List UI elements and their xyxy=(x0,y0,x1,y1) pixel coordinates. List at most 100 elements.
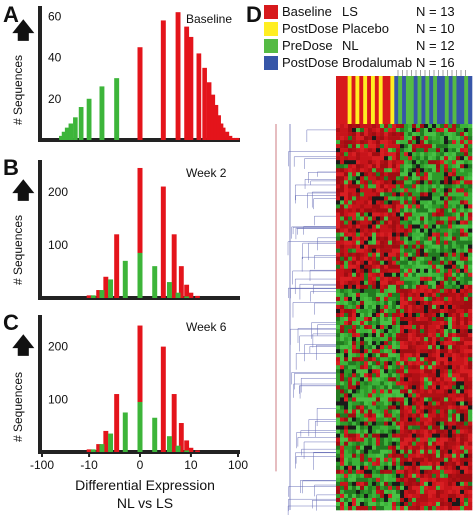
bar xyxy=(137,325,143,452)
bar xyxy=(219,123,224,140)
bar xyxy=(184,450,190,452)
bar xyxy=(99,444,105,452)
legend-group: Baseline xyxy=(282,4,332,19)
legend-group: PreDose xyxy=(282,38,333,53)
chart-title-week6: Week 6 xyxy=(186,320,227,334)
legend-treatment: Placebo xyxy=(342,21,389,36)
bar xyxy=(166,282,172,298)
bar xyxy=(114,234,120,298)
y-tick-label: 200 xyxy=(48,185,68,199)
y-tick-label: 20 xyxy=(48,92,62,106)
y-tick-label: 40 xyxy=(48,51,62,65)
bar xyxy=(184,284,190,298)
bar xyxy=(114,78,120,140)
bar xyxy=(216,115,221,140)
bar xyxy=(78,107,84,140)
bar xyxy=(225,131,230,140)
legend-treatment: LS xyxy=(342,4,358,19)
panel-label-d: D xyxy=(246,2,262,27)
x-tick-label: 100 xyxy=(228,458,248,472)
chart-title-week2: Week 2 xyxy=(186,166,227,180)
bar xyxy=(188,292,194,298)
bar xyxy=(96,290,102,298)
up-arrow-icon: 🡅 xyxy=(12,18,35,43)
bar xyxy=(196,53,202,140)
bar xyxy=(73,117,78,140)
bar xyxy=(99,86,105,140)
bar xyxy=(184,26,190,140)
panel-label-b: B xyxy=(3,155,19,180)
bar xyxy=(99,290,105,298)
bar xyxy=(231,137,236,140)
bar xyxy=(160,186,166,298)
x-axis-title-line1: Differential Expression xyxy=(75,477,215,493)
bar xyxy=(236,137,240,140)
bar xyxy=(178,423,184,452)
legend-group: PostDose xyxy=(282,55,339,70)
y-tick-label: 100 xyxy=(48,392,68,406)
bar xyxy=(96,444,102,452)
bar xyxy=(171,234,177,298)
bar xyxy=(61,131,67,140)
bar xyxy=(188,447,194,452)
bar xyxy=(86,449,92,452)
legend-treatment: Brodalumab xyxy=(342,55,413,70)
bar xyxy=(86,295,92,298)
bar xyxy=(184,296,190,298)
legend-treatment: NL xyxy=(342,38,359,53)
bar xyxy=(114,394,120,452)
bar xyxy=(195,295,200,298)
legend-swatch xyxy=(264,56,278,70)
bar xyxy=(108,433,114,452)
y-tick-label: 100 xyxy=(48,238,68,252)
bar xyxy=(175,12,181,140)
bar xyxy=(68,123,74,140)
bar xyxy=(171,394,177,452)
x-tick-label: -10 xyxy=(80,458,98,472)
legend-count: N = 16 xyxy=(416,55,455,70)
up-arrow-icon: 🡅 xyxy=(12,333,35,358)
x-tick-label: 0 xyxy=(137,458,144,472)
bar xyxy=(137,401,143,452)
bar xyxy=(103,276,109,298)
bar xyxy=(160,20,166,140)
panel-label-a: A xyxy=(3,2,19,27)
bar xyxy=(188,36,194,140)
y-tick-label: 200 xyxy=(48,340,68,354)
up-arrow-icon: 🡅 xyxy=(12,178,35,203)
bar xyxy=(213,104,219,140)
histogram-0: 20 40 60 xyxy=(38,6,240,142)
bar xyxy=(184,440,190,452)
bar xyxy=(221,127,226,140)
legend-count: N = 12 xyxy=(416,38,455,53)
legend-group: PostDose xyxy=(282,21,339,36)
bar xyxy=(152,266,158,298)
bar xyxy=(228,135,233,140)
bar xyxy=(86,98,92,140)
histogram-1: 100 200 xyxy=(38,160,240,300)
bar xyxy=(64,127,70,140)
bar xyxy=(59,135,64,140)
legend-swatch xyxy=(264,39,278,53)
legend-count: N = 13 xyxy=(416,4,455,19)
bar xyxy=(137,252,143,298)
legend-count: N = 10 xyxy=(416,21,455,36)
chart-title-baseline: Baseline xyxy=(186,12,233,26)
bar xyxy=(90,449,96,452)
bar xyxy=(137,167,143,298)
bar xyxy=(122,412,128,452)
bar xyxy=(175,445,181,452)
bar xyxy=(160,346,166,452)
legend-swatch xyxy=(264,22,278,36)
y-tick-label: 60 xyxy=(48,9,62,23)
bar xyxy=(166,436,172,452)
legend-swatch xyxy=(264,5,278,19)
panel-label-c: C xyxy=(3,310,19,335)
bar xyxy=(152,417,158,452)
bar xyxy=(122,260,128,298)
bar xyxy=(178,266,184,298)
bar xyxy=(195,450,200,452)
x-tick-label: -100 xyxy=(30,458,54,472)
